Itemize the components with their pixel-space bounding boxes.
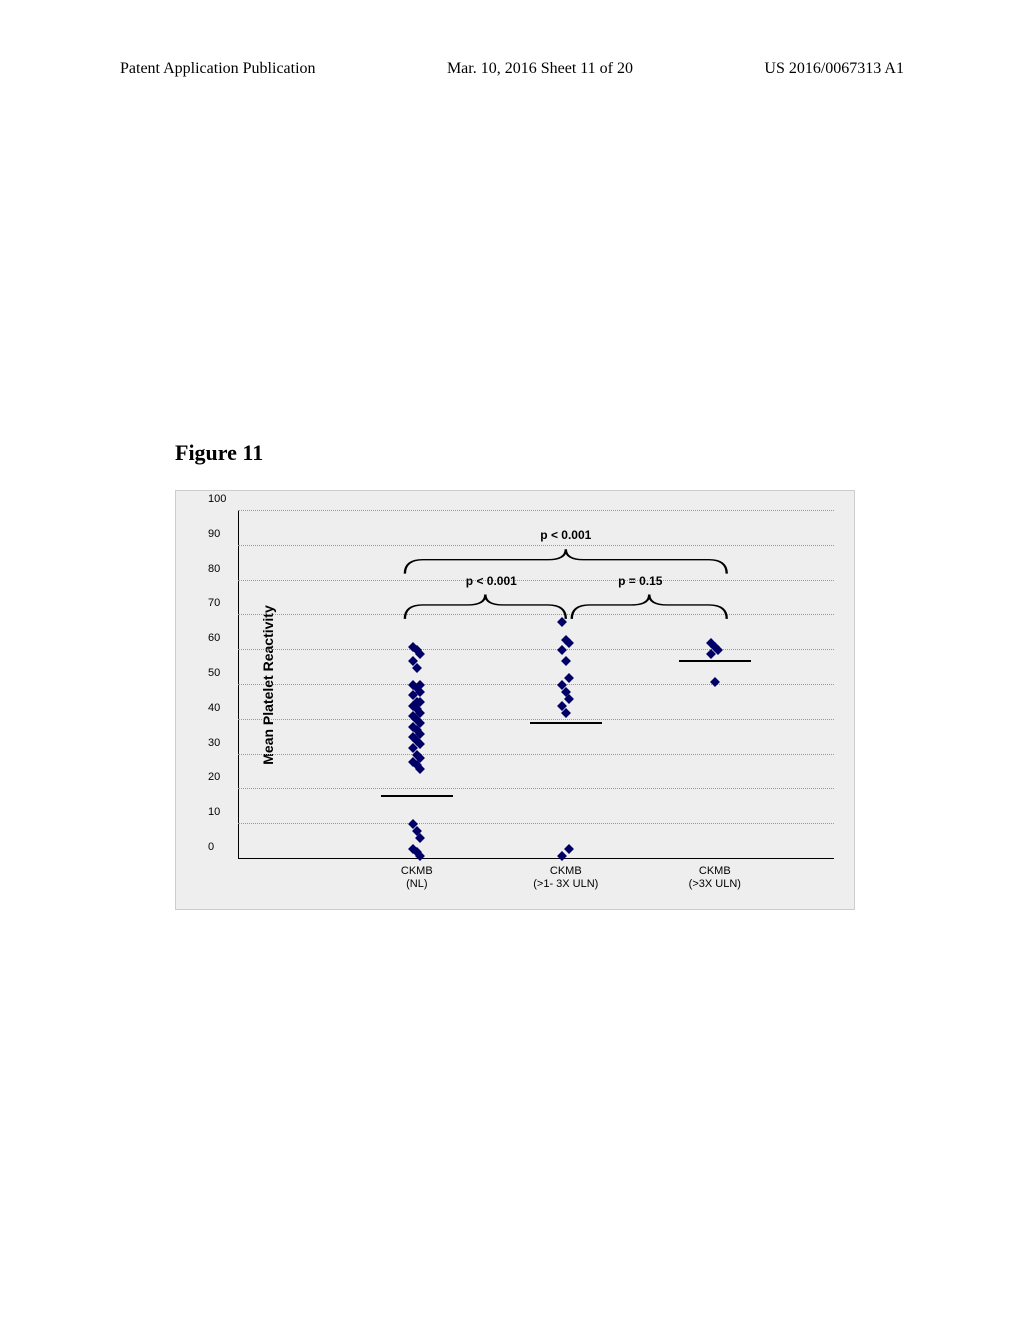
header-right: US 2016/0067313 A1 — [764, 60, 904, 78]
x-tick: CKMB(>3X ULN) — [689, 865, 741, 891]
scatter-chart: Mean Platelet Reactivity 010203040506070… — [175, 490, 855, 910]
header-left: Patent Application Publication — [120, 60, 316, 78]
y-tick: 60 — [208, 632, 220, 644]
bracket — [238, 511, 834, 859]
page-header: Patent Application Publication Mar. 10, … — [0, 60, 1024, 78]
y-tick: 90 — [208, 528, 220, 540]
y-tick: 20 — [208, 771, 220, 783]
plot-area: Mean Platelet Reactivity 010203040506070… — [238, 511, 834, 859]
y-tick: 0 — [208, 841, 214, 853]
header-center: Mar. 10, 2016 Sheet 11 of 20 — [447, 60, 633, 78]
figure-title: Figure 11 — [175, 440, 263, 466]
x-tick: CKMB(NL) — [401, 865, 433, 891]
x-tick: CKMB(>1- 3X ULN) — [533, 865, 598, 891]
y-tick: 40 — [208, 702, 220, 714]
y-tick: 10 — [208, 806, 220, 818]
y-tick: 50 — [208, 667, 220, 679]
y-tick: 30 — [208, 737, 220, 749]
y-tick: 70 — [208, 597, 220, 609]
y-tick: 80 — [208, 563, 220, 575]
y-tick: 100 — [208, 493, 226, 505]
